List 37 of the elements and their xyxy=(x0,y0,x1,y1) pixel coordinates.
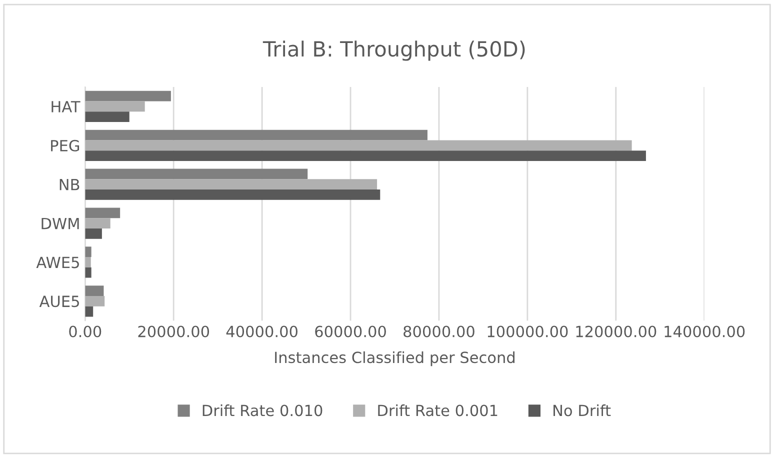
x-tick-label: 80000.00 xyxy=(404,326,474,338)
y-tick-label: DWM xyxy=(42,218,79,230)
bar xyxy=(85,218,110,228)
y-tick-label: HAT xyxy=(52,101,80,112)
bar xyxy=(85,246,92,258)
x-axis-title: Instances Classified per Second xyxy=(275,351,514,366)
bar xyxy=(85,130,428,140)
chart-title: Trial B: Throughput (50D) xyxy=(262,40,525,61)
y-tick-label: PEG xyxy=(51,140,80,152)
bar xyxy=(85,306,94,317)
bar xyxy=(85,296,105,306)
x-tick-label: 120000.00 xyxy=(576,326,656,338)
bar xyxy=(85,286,104,296)
bar xyxy=(85,112,130,122)
x-tick-label: 20000.00 xyxy=(138,326,210,338)
legend-label: Drift Rate 0.001 xyxy=(378,404,498,416)
bar xyxy=(85,101,145,112)
x-tick-label: 100000.00 xyxy=(488,326,568,338)
y-tick-label: NB xyxy=(60,179,80,190)
bar xyxy=(85,140,632,151)
bar xyxy=(85,168,308,180)
y-tick-label: AWE5 xyxy=(36,256,79,268)
legend-label: Drift Rate 0.010 xyxy=(202,404,322,416)
x-tick-label: 60000.00 xyxy=(315,326,386,338)
x-tick-label: 0.00 xyxy=(69,326,102,338)
x-tick-label: 140000.00 xyxy=(664,326,745,338)
bar xyxy=(85,190,380,200)
bar xyxy=(85,257,91,268)
bar xyxy=(85,228,102,239)
bar xyxy=(85,179,378,190)
bar xyxy=(85,150,646,161)
bar xyxy=(85,208,120,218)
bar xyxy=(85,90,171,102)
x-tick-label: 40000.00 xyxy=(226,326,298,338)
y-tick-label: AUE5 xyxy=(39,296,79,308)
bar xyxy=(85,267,92,278)
legend-label: No Drift xyxy=(554,404,611,416)
